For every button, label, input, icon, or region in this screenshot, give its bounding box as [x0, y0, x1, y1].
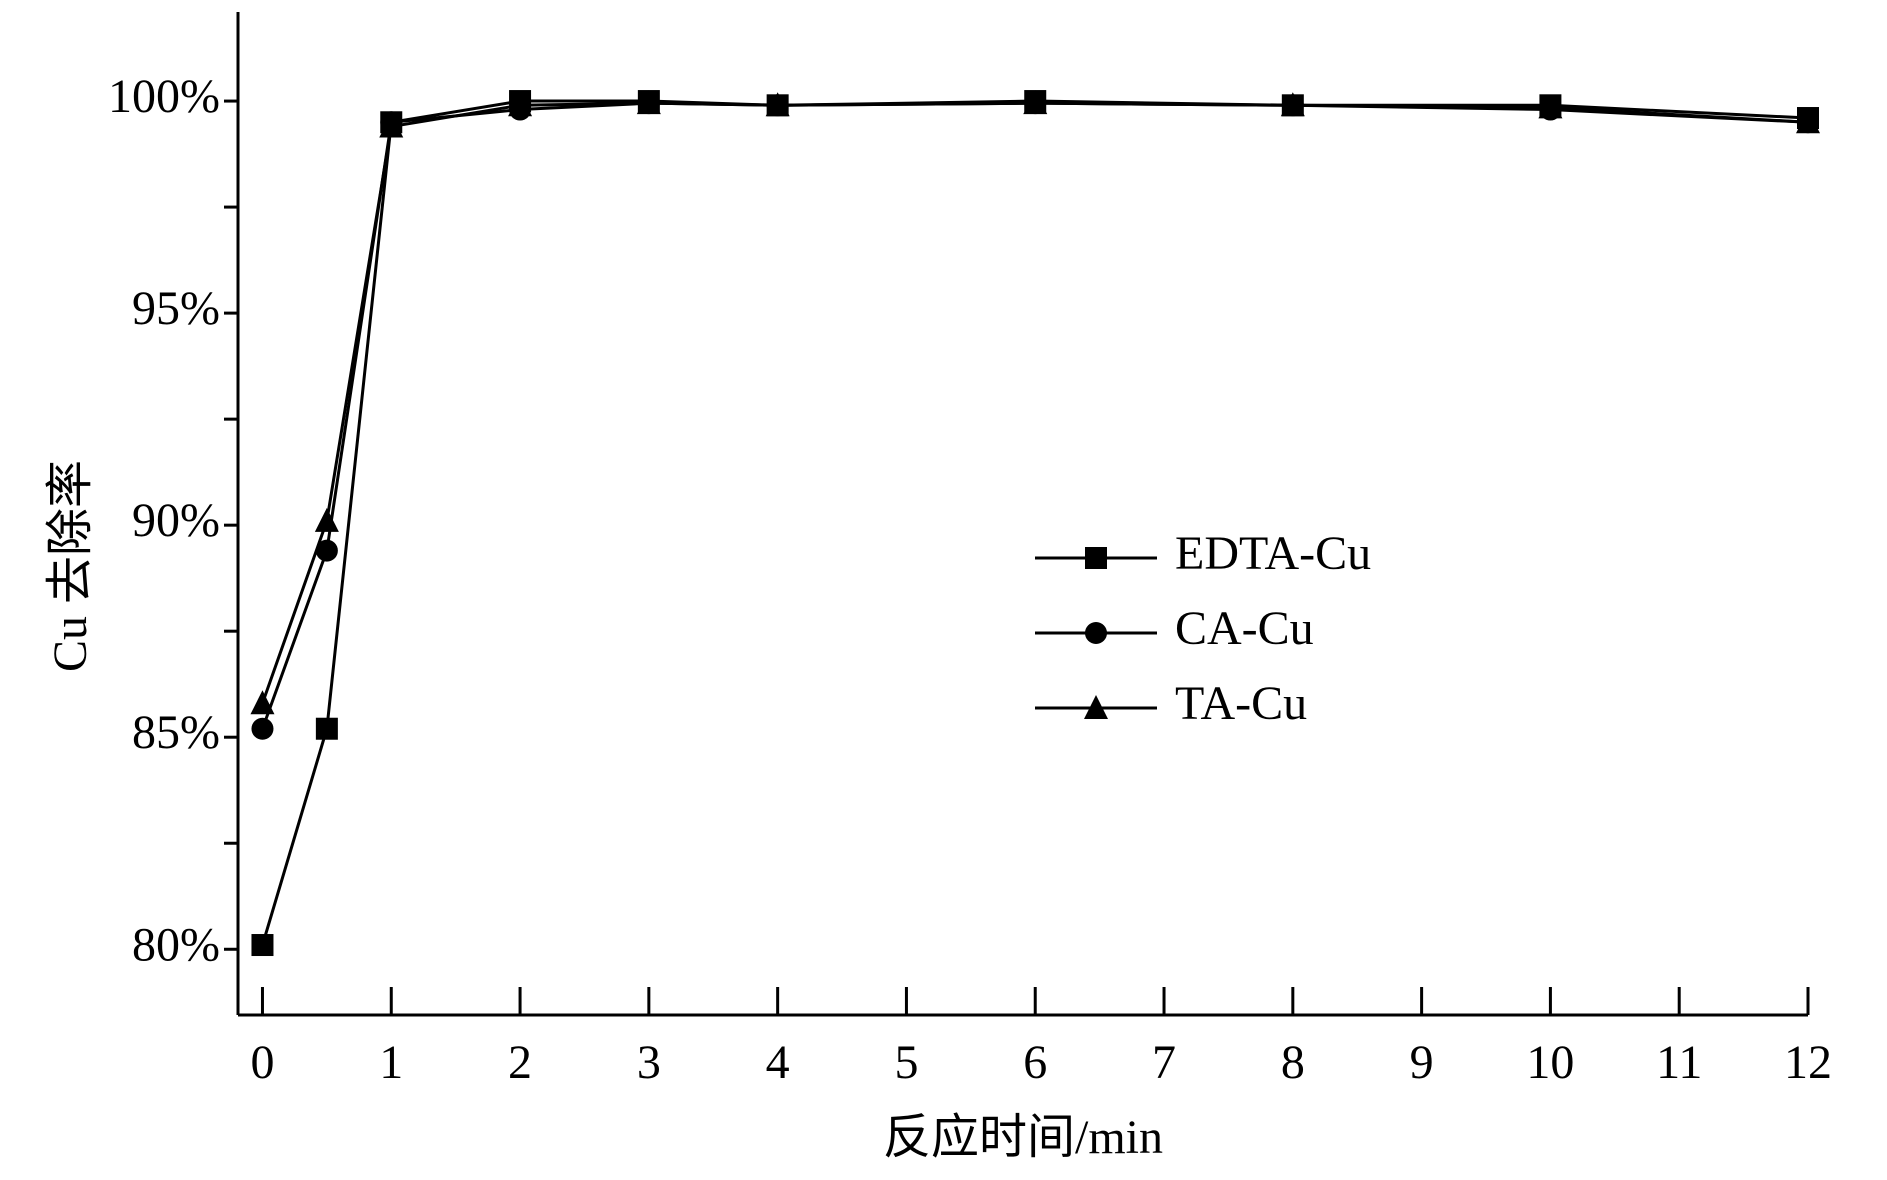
y-tick-label: 90%	[132, 494, 220, 547]
x-axis-label: 反应时间/min	[883, 1111, 1163, 1164]
legend-label: EDTA-Cu	[1175, 527, 1371, 580]
marker	[314, 507, 339, 532]
marker	[251, 934, 274, 957]
marker	[1023, 90, 1048, 115]
x-tick-label: 9	[1410, 1036, 1434, 1089]
marker	[508, 92, 533, 117]
legend-label: CA-Cu	[1175, 602, 1314, 655]
x-tick-label: 6	[1023, 1036, 1047, 1089]
marker	[636, 90, 661, 115]
marker	[315, 717, 338, 740]
x-tick-label: 4	[766, 1036, 790, 1089]
marker	[379, 113, 404, 138]
legend-marker	[1085, 547, 1107, 569]
series-line	[261, 101, 1809, 704]
x-tick-label: 1	[379, 1036, 403, 1089]
marker	[251, 717, 274, 740]
marker	[765, 92, 790, 117]
marker	[1538, 94, 1563, 119]
y-tick-label: 95%	[132, 282, 220, 335]
x-tick-label: 2	[508, 1036, 532, 1089]
y-tick-label: 80%	[132, 918, 220, 971]
x-tick-label: 11	[1656, 1036, 1702, 1089]
legend-marker	[1085, 622, 1107, 644]
y-tick-label: 85%	[132, 706, 220, 759]
y-axis-label: Cu 去除率	[44, 460, 97, 672]
marker	[1280, 92, 1305, 117]
marker	[250, 690, 275, 715]
legend-marker	[1084, 695, 1108, 719]
x-tick-label: 0	[250, 1036, 274, 1089]
y-tick-label: 100%	[108, 70, 220, 123]
x-tick-label: 3	[637, 1036, 661, 1089]
x-tick-label: 7	[1152, 1036, 1176, 1089]
x-tick-label: 12	[1784, 1036, 1832, 1089]
x-tick-label: 8	[1281, 1036, 1305, 1089]
x-tick-label: 5	[894, 1036, 918, 1089]
marker	[1796, 109, 1820, 134]
marker	[315, 539, 338, 562]
legend-label: TA-Cu	[1175, 677, 1307, 730]
x-tick-label: 10	[1526, 1036, 1574, 1089]
